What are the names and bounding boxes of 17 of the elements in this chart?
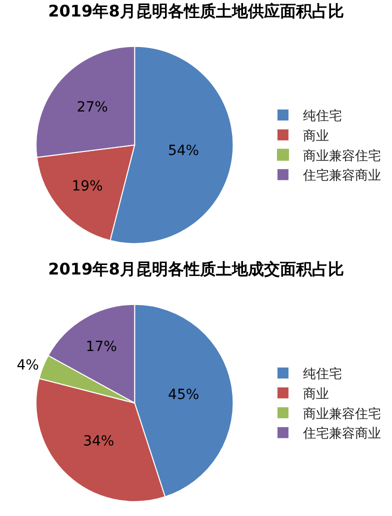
- legend-label: 纯住宅: [302, 108, 342, 124]
- data-label: 4%: [16, 358, 39, 374]
- legend-label: 纯住宅: [302, 366, 342, 382]
- chart-title: 2019年8月昆明各性质土地成交面积占比: [48, 259, 344, 278]
- legend-label: 住宅兼容商业: [302, 168, 381, 184]
- legend-label: 商业: [302, 128, 329, 144]
- data-label: 19%: [72, 178, 103, 195]
- legend-label: 商业兼容住宅: [302, 148, 381, 164]
- data-label: 27%: [76, 100, 108, 116]
- legend-label: 商业兼容住宅: [302, 406, 381, 422]
- data-label: 54%: [168, 143, 200, 160]
- legend-label: 商业: [302, 386, 329, 402]
- chart-title: 2019年8月昆明各性质土地供应面积占比: [48, 1, 344, 20]
- data-label: 34%: [83, 433, 114, 450]
- data-label: 17%: [86, 338, 117, 355]
- data-label: 45%: [168, 387, 200, 404]
- legend-label: 住宅兼容商业: [302, 426, 381, 442]
